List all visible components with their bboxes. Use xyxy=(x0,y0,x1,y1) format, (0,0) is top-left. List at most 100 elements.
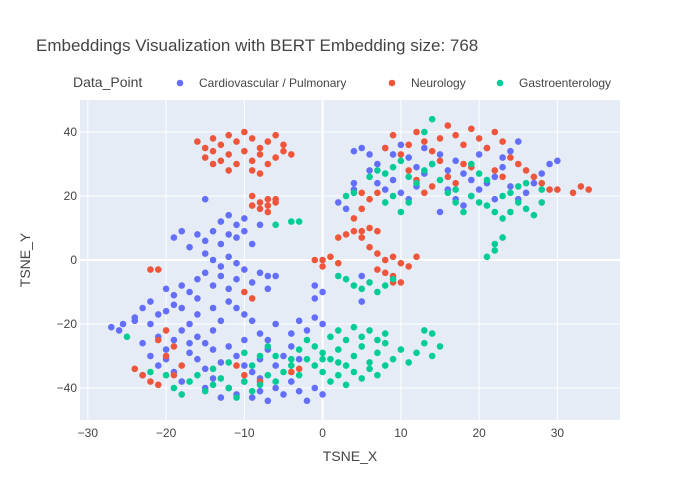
scatter-point[interactable] xyxy=(256,151,264,158)
scatter-point[interactable] xyxy=(421,128,428,136)
scatter-point[interactable] xyxy=(569,189,577,197)
scatter-point[interactable] xyxy=(123,333,131,341)
scatter-point[interactable] xyxy=(248,368,256,376)
scatter-point[interactable] xyxy=(194,275,201,283)
scatter-point[interactable] xyxy=(350,147,358,155)
scatter-point[interactable] xyxy=(358,272,366,280)
scatter-point[interactable] xyxy=(233,394,240,401)
scatter-point[interactable] xyxy=(288,151,295,158)
scatter-point[interactable] xyxy=(460,170,467,177)
scatter-point[interactable] xyxy=(358,234,366,241)
scatter-point[interactable] xyxy=(499,215,506,222)
scatter-point[interactable] xyxy=(131,317,139,325)
scatter-point[interactable] xyxy=(241,311,248,318)
scatter-point[interactable] xyxy=(217,375,225,382)
scatter-point[interactable] xyxy=(225,211,232,219)
scatter-point[interactable] xyxy=(248,135,256,142)
scatter-point[interactable] xyxy=(468,160,475,168)
scatter-point[interactable] xyxy=(389,163,397,171)
scatter-point[interactable] xyxy=(194,355,201,363)
scatter-point[interactable] xyxy=(358,227,366,235)
scatter-point[interactable] xyxy=(319,288,326,296)
scatter-point[interactable] xyxy=(225,359,232,366)
scatter-point[interactable] xyxy=(499,138,506,145)
scatter-point[interactable] xyxy=(342,362,350,369)
scatter-point[interactable] xyxy=(436,135,444,142)
scatter-point[interactable] xyxy=(194,371,201,379)
scatter-point[interactable] xyxy=(358,189,366,197)
scatter-point[interactable] xyxy=(358,144,366,152)
scatter-point[interactable] xyxy=(421,138,428,145)
scatter-point[interactable] xyxy=(460,208,467,216)
scatter-point[interactable] xyxy=(256,205,264,213)
scatter-point[interactable] xyxy=(272,352,279,360)
scatter-point[interactable] xyxy=(499,154,506,161)
scatter-point[interactable] xyxy=(358,285,366,293)
scatter-point[interactable] xyxy=(225,253,232,261)
scatter-point[interactable] xyxy=(241,371,248,379)
scatter-point[interactable] xyxy=(350,323,358,331)
scatter-point[interactable] xyxy=(209,160,217,168)
scatter-point[interactable] xyxy=(381,269,389,277)
scatter-point[interactable] xyxy=(374,167,381,174)
scatter-point[interactable] xyxy=(491,208,499,216)
scatter-point[interactable] xyxy=(397,346,405,353)
scatter-point[interactable] xyxy=(147,320,154,328)
scatter-point[interactable] xyxy=(201,144,209,152)
scatter-point[interactable] xyxy=(288,218,295,225)
scatter-point[interactable] xyxy=(209,227,217,235)
scatter-point[interactable] xyxy=(272,378,279,385)
scatter-point[interactable] xyxy=(248,317,256,325)
scatter-point[interactable] xyxy=(374,160,381,168)
scatter-point[interactable] xyxy=(272,362,279,369)
scatter-point[interactable] xyxy=(272,272,279,280)
scatter-point[interactable] xyxy=(162,371,170,379)
scatter-point[interactable] xyxy=(381,186,389,193)
scatter-point[interactable] xyxy=(421,327,428,334)
scatter-point[interactable] xyxy=(483,176,491,184)
scatter-point[interactable] xyxy=(319,368,326,376)
scatter-point[interactable] xyxy=(374,266,381,273)
scatter-point[interactable] xyxy=(522,205,530,213)
scatter-point[interactable] xyxy=(241,266,248,273)
scatter-point[interactable] xyxy=(530,211,538,219)
scatter-point[interactable] xyxy=(366,173,373,181)
scatter-point[interactable] xyxy=(154,362,162,369)
scatter-point[interactable] xyxy=(374,250,381,257)
scatter-point[interactable] xyxy=(342,381,350,389)
scatter-point[interactable] xyxy=(154,266,162,273)
scatter-point[interactable] xyxy=(366,365,373,373)
scatter-point[interactable] xyxy=(256,269,264,277)
scatter-point[interactable] xyxy=(319,349,326,357)
scatter-point[interactable] xyxy=(381,339,389,347)
scatter-point[interactable] xyxy=(225,384,232,392)
scatter-point[interactable] xyxy=(139,304,146,312)
scatter-point[interactable] xyxy=(225,167,232,174)
scatter-point[interactable] xyxy=(319,320,326,328)
scatter-point[interactable] xyxy=(421,189,428,197)
scatter-point[interactable] xyxy=(295,365,303,373)
scatter-point[interactable] xyxy=(381,362,389,369)
scatter-point[interactable] xyxy=(295,218,303,225)
scatter-point[interactable] xyxy=(389,176,397,184)
scatter-point[interactable] xyxy=(366,195,373,203)
scatter-point[interactable] xyxy=(514,183,522,190)
scatter-point[interactable] xyxy=(209,381,217,389)
scatter-point[interactable] xyxy=(209,147,217,155)
scatter-point[interactable] xyxy=(209,327,217,334)
scatter-point[interactable] xyxy=(241,128,248,136)
scatter-point[interactable] xyxy=(256,381,264,389)
scatter-point[interactable] xyxy=(483,144,491,152)
scatter-point[interactable] xyxy=(334,199,342,206)
scatter-point[interactable] xyxy=(178,378,186,385)
scatter-point[interactable] xyxy=(303,327,311,334)
scatter-point[interactable] xyxy=(468,176,475,184)
scatter-point[interactable] xyxy=(264,371,272,379)
scatter-point[interactable] xyxy=(491,173,499,181)
scatter-point[interactable] xyxy=(217,141,225,149)
scatter-point[interactable] xyxy=(311,343,319,350)
scatter-point[interactable] xyxy=(217,157,225,165)
scatter-point[interactable] xyxy=(272,221,279,229)
scatter-point[interactable] xyxy=(272,131,279,139)
scatter-point[interactable] xyxy=(334,327,342,334)
